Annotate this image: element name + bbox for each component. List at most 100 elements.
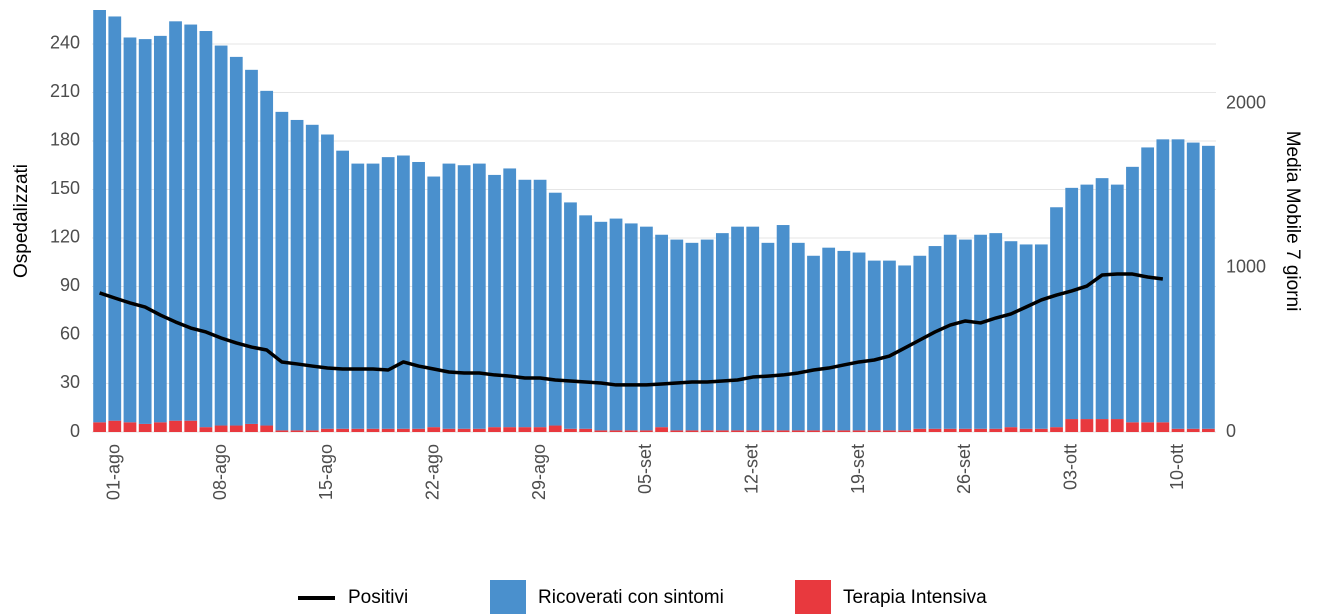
y-tick-label: 210 (50, 81, 80, 101)
bar (93, 10, 106, 423)
bar (624, 430, 638, 432)
bar (305, 124, 319, 431)
bar (1156, 139, 1170, 423)
bar (655, 427, 668, 432)
bar (366, 163, 380, 429)
bar (852, 252, 866, 431)
bar (776, 225, 790, 431)
bar (822, 430, 836, 432)
bar (381, 157, 395, 429)
bar (609, 218, 623, 431)
bar (807, 430, 820, 432)
bar (1004, 241, 1018, 428)
bar (1065, 187, 1079, 420)
bar (1095, 419, 1109, 432)
bar (1110, 184, 1124, 420)
bar (685, 242, 699, 431)
bar (564, 202, 577, 429)
bar (184, 420, 198, 432)
bar (1186, 142, 1200, 429)
bar (655, 234, 668, 428)
bar (579, 215, 593, 429)
bar (336, 428, 350, 432)
bar (837, 250, 851, 431)
bar (867, 430, 881, 432)
bar (245, 423, 258, 432)
bar (715, 233, 729, 431)
bar (503, 427, 517, 432)
bar (1004, 427, 1018, 432)
bar (1034, 244, 1048, 429)
bar (488, 174, 501, 428)
x-tick-label: 22-ago (423, 444, 443, 500)
legend-label: Ricoverati con sintomi (538, 587, 724, 608)
bar (138, 39, 152, 424)
bar (928, 428, 942, 432)
bar (1202, 145, 1215, 429)
bar (351, 428, 365, 432)
bar (1065, 419, 1079, 432)
bar (548, 192, 562, 426)
bar (199, 427, 213, 432)
bar (229, 425, 243, 432)
x-tick-label: 08-ago (210, 444, 230, 500)
bar (381, 428, 395, 432)
bar (1141, 147, 1155, 423)
y2-tick-label: 0 (1226, 421, 1236, 441)
bar (1171, 428, 1185, 432)
bar (1095, 178, 1109, 420)
line (99, 272, 1164, 387)
bar (700, 239, 714, 431)
y-tick-label: 240 (50, 33, 80, 53)
bar (746, 226, 760, 431)
y2-tick-label: 2000 (1226, 93, 1266, 113)
bar (533, 179, 547, 428)
x-tick-label: 05-set (635, 444, 655, 494)
bar (1080, 184, 1094, 420)
bar (943, 428, 957, 432)
bar (852, 430, 866, 432)
bar (1202, 428, 1215, 432)
legend-swatch (795, 580, 831, 614)
y2-axis-title: Media Mobile 7 giorni (1282, 131, 1303, 312)
bar (594, 430, 608, 432)
bar (974, 234, 987, 429)
bar (290, 430, 304, 432)
bar (321, 428, 334, 432)
bar (1126, 166, 1139, 423)
bar (883, 260, 896, 431)
bar (260, 90, 274, 426)
bar (396, 428, 410, 432)
bar (1110, 419, 1124, 432)
bar (974, 428, 987, 432)
bar (488, 427, 501, 432)
bar (472, 163, 486, 429)
bar (275, 111, 289, 431)
bar (1186, 428, 1200, 432)
bar (1171, 139, 1185, 429)
x-tick-label: 01-ago (104, 444, 124, 500)
bar (685, 430, 699, 432)
bar (989, 233, 1003, 429)
bar (1080, 419, 1094, 432)
bar (746, 430, 760, 432)
bar (138, 423, 152, 432)
bar (427, 176, 441, 428)
bar (1019, 428, 1033, 432)
y-tick-label: 120 (50, 227, 80, 247)
bar (93, 422, 106, 432)
bar (715, 430, 729, 432)
bar (867, 260, 881, 431)
bar (1050, 427, 1063, 432)
bar (153, 35, 167, 423)
x-tick-label: 12-set (741, 444, 761, 494)
bar (245, 69, 258, 424)
bar (670, 430, 684, 432)
bar (548, 425, 562, 432)
bar (1156, 422, 1170, 432)
bar (214, 45, 228, 426)
bar (412, 428, 425, 432)
bar (260, 425, 274, 432)
bar (351, 163, 365, 429)
bar (776, 430, 790, 432)
